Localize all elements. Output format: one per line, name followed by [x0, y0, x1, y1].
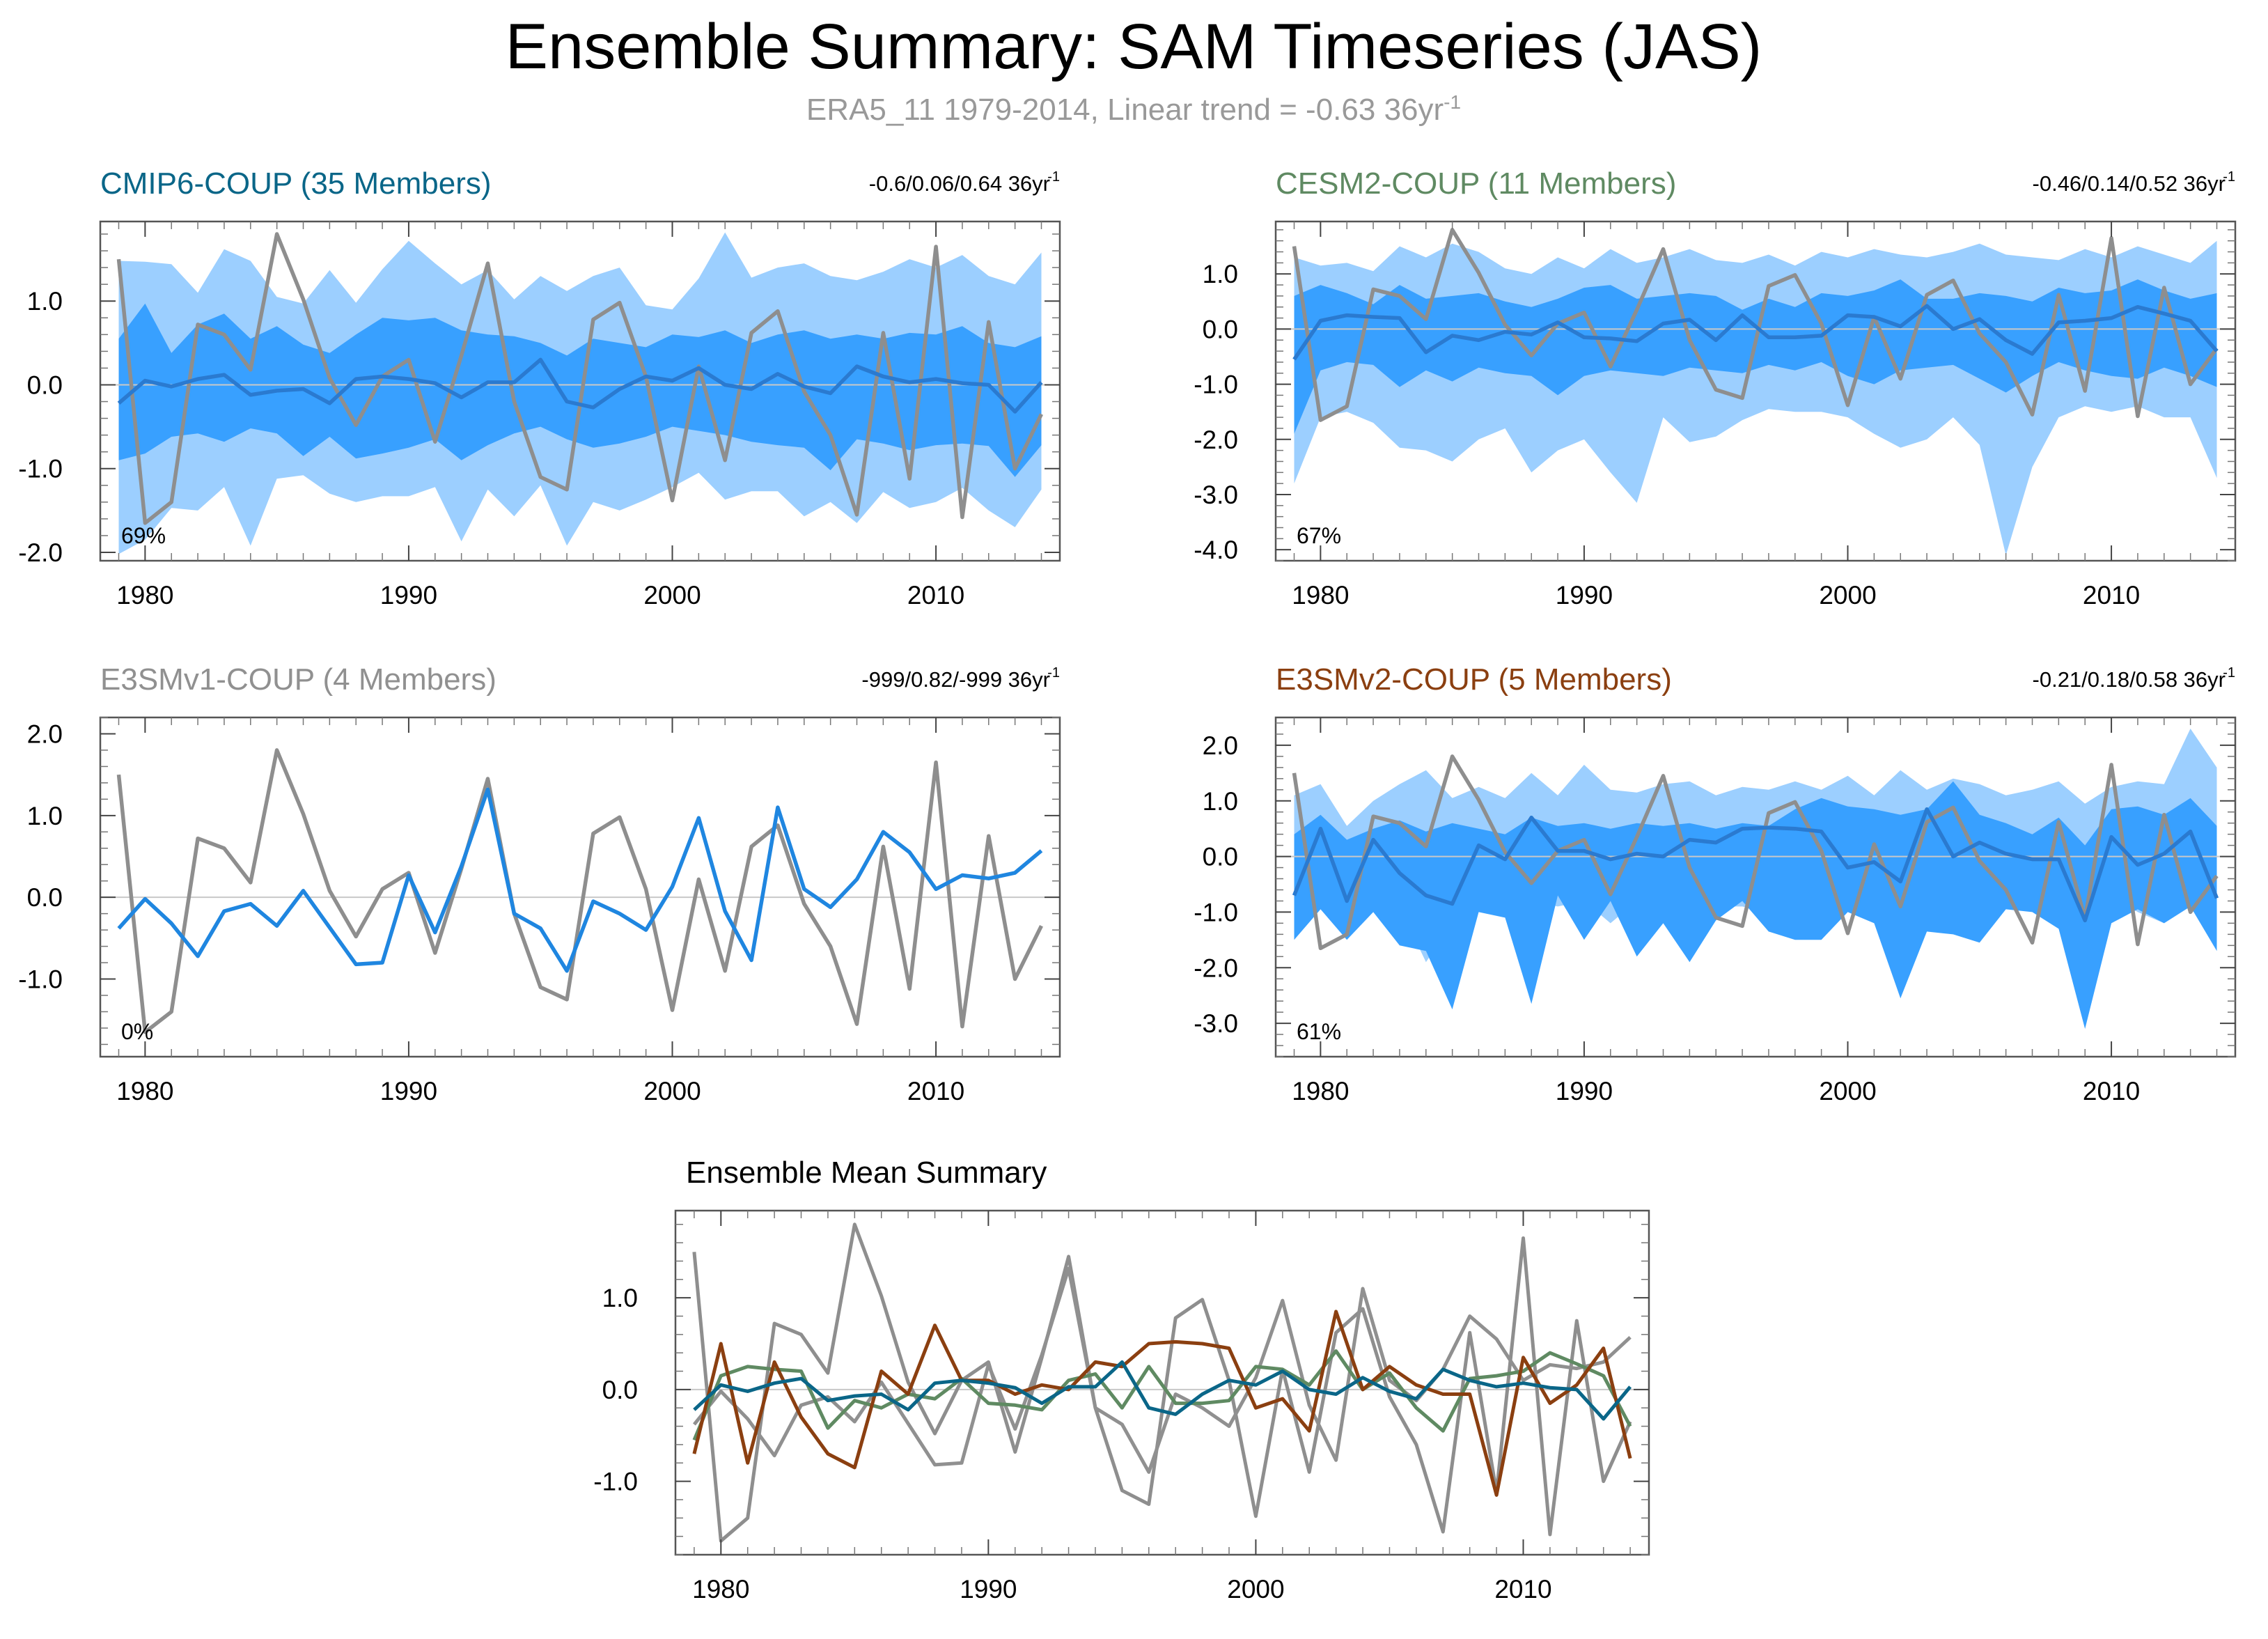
panel-title-cesm2: CESM2-COUP (11 Members) — [1276, 166, 1676, 201]
percent-label-e3smv1: 0% — [121, 1019, 153, 1044]
panel-e3smv2: E3SMv2-COUP (5 Members) -0.21/0.18/0.58 3… — [1194, 662, 2237, 1105]
obs-line-e3smv2 — [1292, 754, 2219, 951]
ens-mean-line-cmip6 — [117, 357, 1043, 414]
y-tick-label--1.0: -1.0 — [593, 1468, 638, 1496]
x-tick-label-1980: 1980 — [116, 1077, 173, 1105]
ens-mean-line-e3smv2 — [1292, 807, 2219, 923]
series-line-cmip6-coup — [693, 1360, 1632, 1421]
x-tick-label-1980: 1980 — [116, 581, 173, 609]
subtitle: ERA5_11 1979-2014, Linear trend = -0.63 … — [806, 91, 1461, 127]
subtitle-exponent: -1 — [1444, 91, 1461, 113]
y-tick-label-0.0: 0.0 — [27, 371, 63, 399]
x-tick-label-2000: 2000 — [643, 1077, 701, 1105]
y-tick-label--3.0: -3.0 — [1194, 481, 1238, 509]
y-tick-label--2.0: -2.0 — [1194, 426, 1238, 454]
y-tick-label-1.0: 1.0 — [27, 287, 63, 316]
trend-label-e3smv1: -999/0.82/-999 36yr — [861, 667, 1050, 692]
series-line-e3smv1-coup — [692, 1266, 1632, 1474]
x-tick-label-2010: 2010 — [907, 1077, 964, 1105]
plot-frame-cesm2 — [1274, 220, 2237, 562]
percent-label-cesm2: 67% — [1297, 523, 1341, 548]
panel-summary: Ensemble Mean Summary 1980 1990 2000 2010 1.0… — [593, 1156, 1650, 1603]
trend-exponent-e3smv2: -1 — [2223, 665, 2235, 681]
trend-exponent-cmip6: -1 — [1047, 169, 1060, 185]
plot-frame-summary — [674, 1209, 1650, 1556]
y-tick-label--4.0: -4.0 — [1194, 536, 1238, 564]
x-tick-label-1990: 1990 — [1556, 581, 1613, 609]
x-tick-label-1980: 1980 — [1292, 581, 1349, 609]
y-tick-label--1.0: -1.0 — [1194, 898, 1238, 926]
trend-exponent-cesm2: -1 — [2223, 169, 2235, 185]
plot-frame-e3smv2 — [1274, 716, 2237, 1058]
x-tick-label-2000: 2000 — [1819, 581, 1876, 609]
x-tick-label-1990: 1990 — [1556, 1077, 1613, 1105]
trend-label-cesm2: -0.46/0.14/0.52 36yr — [2033, 171, 2226, 196]
main-title: Ensemble Summary: SAM Timeseries (JAS) — [506, 11, 1762, 82]
y-tick-label-2.0: 2.0 — [27, 720, 63, 748]
y-tick-label-1.0: 1.0 — [27, 802, 63, 830]
x-tick-label-1990: 1990 — [380, 1077, 437, 1105]
y-tick-label--3.0: -3.0 — [1194, 1009, 1238, 1038]
subtitle-text: ERA5_11 1979-2014, Linear trend = -0.63 … — [806, 93, 1444, 127]
panel-title-e3smv1: E3SMv1-COUP (4 Members) — [100, 662, 496, 697]
obs-line-cesm2 — [1292, 228, 2219, 422]
x-tick-label-2000: 2000 — [1227, 1575, 1284, 1603]
y-tick-label--2.0: -2.0 — [1194, 954, 1238, 982]
x-tick-label-2010: 2010 — [907, 581, 964, 609]
panel-title-summary: Ensemble Mean Summary — [686, 1156, 1047, 1190]
band-outer-cesm2 — [1294, 240, 2217, 556]
panel-e3smv1: E3SMv1-COUP (4 Members) -999/0.82/-999 36… — [18, 662, 1061, 1105]
panel-title-cmip6: CMIP6-COUP (35 Members) — [100, 166, 492, 201]
trend-label-cmip6: -0.6/0.06/0.64 36yr — [869, 171, 1050, 196]
x-tick-label-2010: 2010 — [2083, 1077, 2140, 1105]
band-inner-cesm2 — [1294, 279, 2217, 434]
y-tick-label--2.0: -2.0 — [18, 538, 63, 567]
y-tick-label--1.0: -1.0 — [18, 965, 63, 994]
x-tick-label-1990: 1990 — [960, 1575, 1017, 1603]
x-tick-label-1990: 1990 — [380, 581, 437, 609]
x-tick-label-2010: 2010 — [2083, 581, 2140, 609]
y-tick-label-1.0: 1.0 — [1203, 260, 1238, 288]
y-tick-label-0.0: 0.0 — [27, 883, 63, 912]
y-tick-label--1.0: -1.0 — [1194, 371, 1238, 399]
trend-label-e3smv2: -0.21/0.18/0.58 36yr — [2033, 667, 2226, 692]
plot-frame-cmip6 — [99, 220, 1061, 562]
trend-exponent-e3smv1: -1 — [1047, 665, 1060, 681]
panel-cmip6: CMIP6-COUP (35 Members) -0.6/0.06/0.64 36… — [18, 166, 1061, 609]
y-tick-label-0.0: 0.0 — [602, 1376, 638, 1404]
y-tick-label-0.0: 0.0 — [1203, 315, 1238, 343]
x-tick-label-2010: 2010 — [1494, 1575, 1551, 1603]
ens-mean-line-cesm2 — [1292, 304, 2219, 361]
band-inner-cmip6 — [118, 303, 1042, 477]
percent-label-e3smv2: 61% — [1297, 1019, 1341, 1044]
y-tick-label-1.0: 1.0 — [1203, 787, 1238, 816]
x-tick-label-2000: 2000 — [1819, 1077, 1876, 1105]
obs-line-e3smv1 — [116, 748, 1043, 1034]
percent-label-cmip6: 69% — [121, 523, 166, 548]
y-tick-label-0.0: 0.0 — [1203, 843, 1238, 871]
y-tick-label-1.0: 1.0 — [602, 1284, 638, 1312]
x-tick-label-1980: 1980 — [692, 1575, 749, 1603]
panel-cesm2: CESM2-COUP (11 Members) -0.46/0.14/0.52 3… — [1194, 166, 2237, 609]
panels: CMIP6-COUP (35 Members) -0.6/0.06/0.64 36… — [18, 166, 2237, 1603]
ens-mean-line-e3smv1 — [117, 787, 1043, 973]
y-tick-label--1.0: -1.0 — [18, 455, 63, 483]
x-tick-label-1980: 1980 — [1292, 1077, 1349, 1105]
x-tick-label-2000: 2000 — [643, 581, 701, 609]
panel-title-e3smv2: E3SMv2-COUP (5 Members) — [1276, 662, 1672, 697]
y-tick-label-2.0: 2.0 — [1203, 731, 1238, 760]
plot-frame-e3smv1 — [99, 716, 1061, 1058]
series-line-e3smv2-coup — [692, 1310, 1632, 1497]
series-line-cesm2-coup — [692, 1349, 1632, 1441]
